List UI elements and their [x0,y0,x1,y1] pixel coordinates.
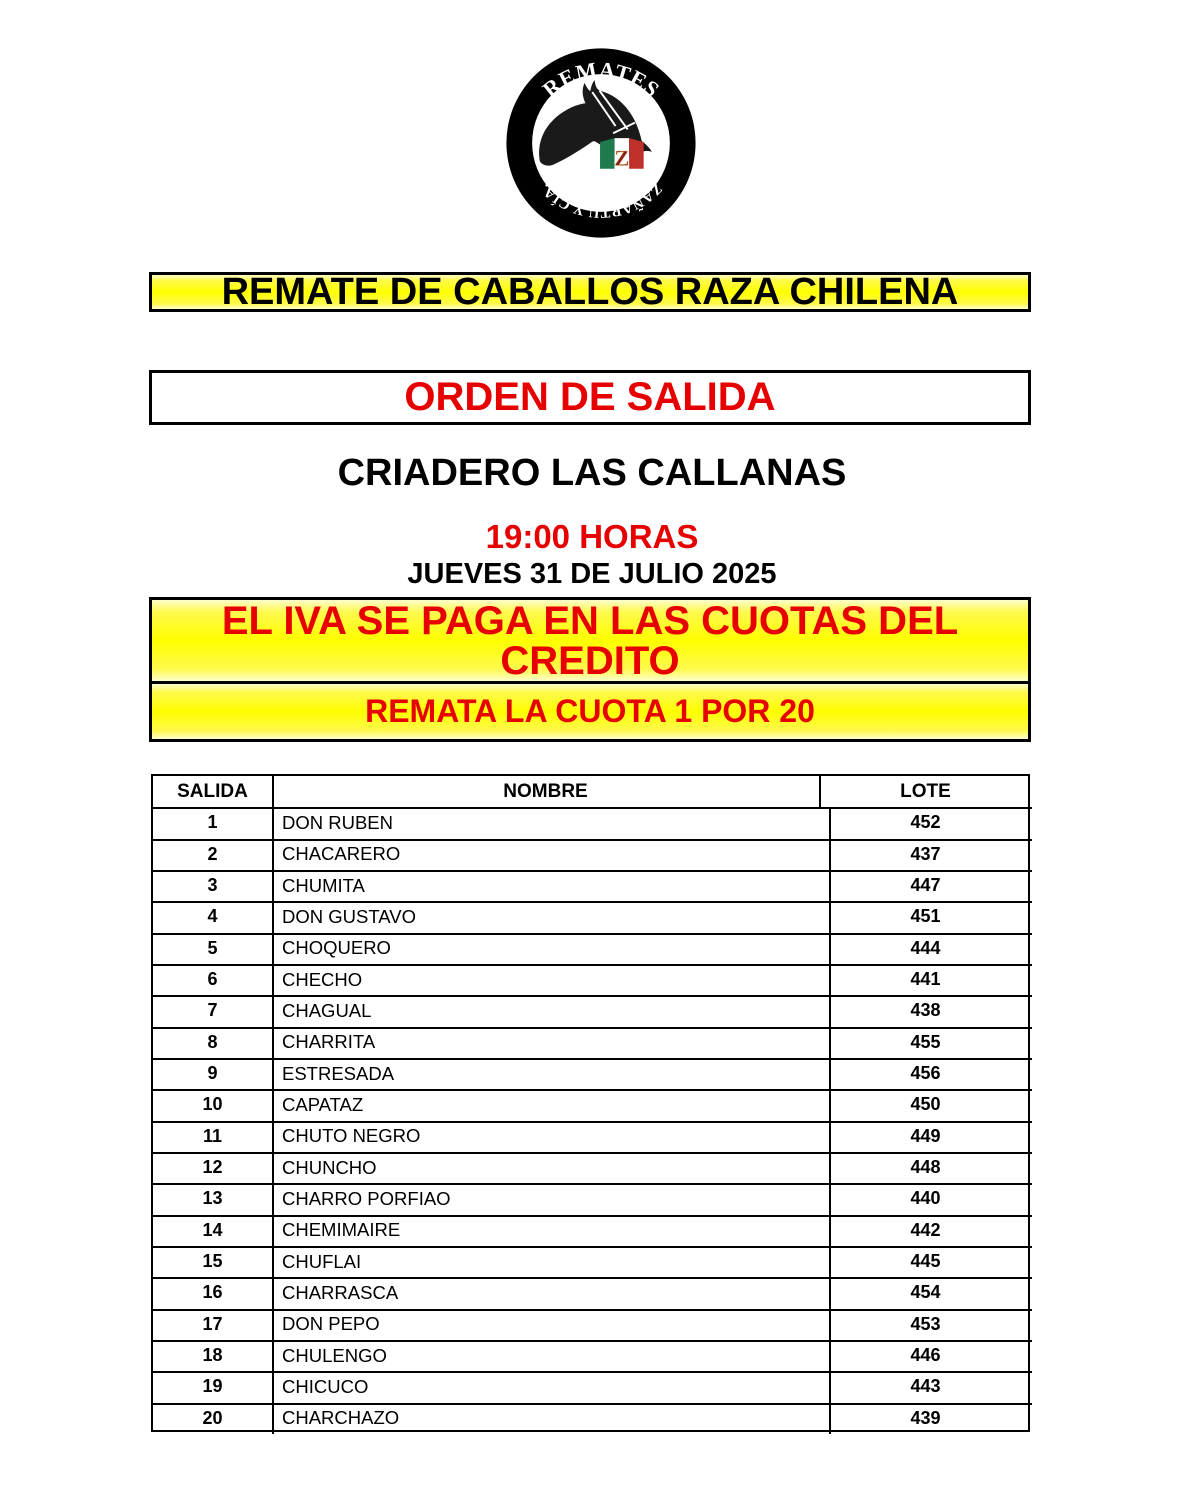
svg-text:Z: Z [614,145,629,170]
